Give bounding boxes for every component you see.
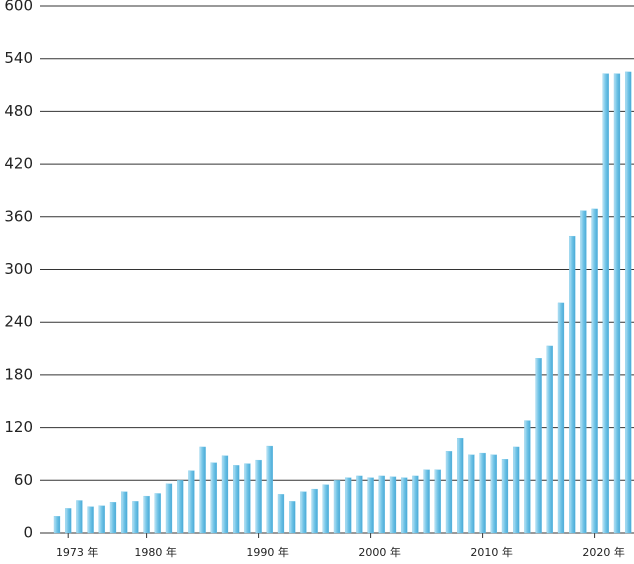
x-tick-label: 1980 年 <box>134 545 177 559</box>
bar <box>535 358 542 534</box>
bar <box>345 477 352 534</box>
y-tick-label: 60 <box>14 471 33 489</box>
bar <box>87 506 94 534</box>
bar <box>434 469 441 534</box>
y-tick-label: 240 <box>4 313 33 331</box>
bar <box>501 459 509 534</box>
x-tick-label: 1990 年 <box>246 545 289 559</box>
bar <box>177 480 184 534</box>
y-tick-label: 420 <box>4 155 33 173</box>
bar <box>513 446 520 534</box>
bar <box>468 454 475 534</box>
bar <box>602 73 609 534</box>
bar <box>98 505 105 534</box>
bar <box>121 491 128 534</box>
y-tick-label: 120 <box>4 418 33 436</box>
bar <box>591 208 598 534</box>
bar <box>76 500 83 534</box>
y-tick-label: 0 <box>23 524 33 542</box>
bar <box>244 463 251 534</box>
bar <box>255 459 262 534</box>
bar <box>333 480 341 534</box>
bar <box>154 493 161 534</box>
bar <box>53 516 61 534</box>
bar <box>322 484 329 534</box>
y-tick-label: 360 <box>4 207 33 225</box>
y-tick-label: 540 <box>4 49 33 67</box>
bar <box>367 477 374 534</box>
bar <box>65 508 72 534</box>
bar <box>580 210 587 534</box>
bar <box>557 302 565 534</box>
y-tick-label: 480 <box>4 102 33 120</box>
bar <box>479 452 486 534</box>
bar <box>132 501 139 534</box>
bar <box>165 483 173 534</box>
bar <box>524 420 531 534</box>
bar <box>389 476 397 534</box>
bar <box>300 491 307 534</box>
y-tick-label: 600 <box>4 0 33 15</box>
x-tick-label: 2000 年 <box>358 545 401 559</box>
bar <box>401 477 408 534</box>
x-tick-label: 2020 年 <box>582 545 625 559</box>
bar <box>546 345 553 534</box>
bar <box>490 454 497 534</box>
bar <box>199 446 206 534</box>
bar <box>356 475 363 534</box>
y-tick-label: 180 <box>4 365 33 383</box>
bar <box>233 465 240 534</box>
bar <box>289 501 296 534</box>
bar <box>569 235 576 534</box>
bar <box>423 469 430 534</box>
bar <box>210 462 217 534</box>
bar <box>221 455 229 534</box>
bar <box>277 494 285 534</box>
bar <box>143 495 150 534</box>
bar <box>625 71 632 534</box>
bar <box>266 445 273 534</box>
bar <box>378 475 385 534</box>
x-tick-label: 2010 年 <box>470 545 513 559</box>
bar <box>311 488 318 534</box>
bar <box>457 437 464 534</box>
bar <box>412 475 419 534</box>
bar <box>445 451 453 534</box>
bar <box>188 470 195 534</box>
bar <box>109 502 117 534</box>
y-tick-label: 300 <box>4 260 33 278</box>
x-tick-label: 1973 年 <box>56 545 99 559</box>
bar <box>613 73 621 534</box>
